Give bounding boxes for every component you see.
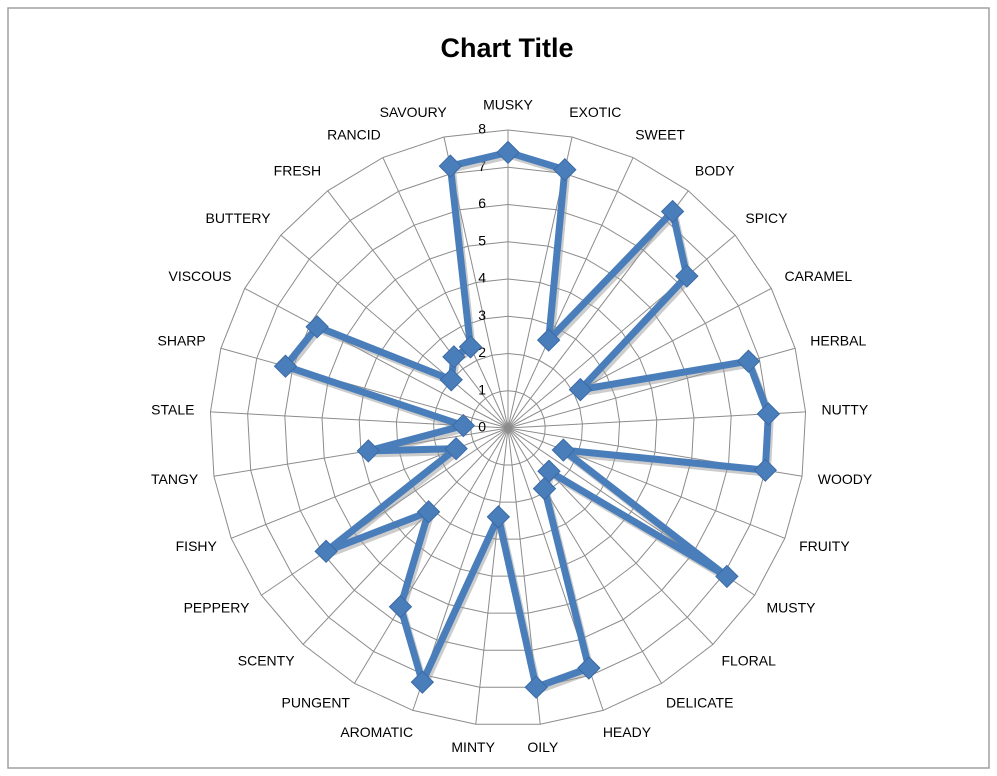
grid-ring [209,129,807,725]
spoke [507,157,634,429]
category-label: PEPPERY [184,599,251,615]
marker [444,436,468,461]
marker [416,500,441,524]
marker [736,349,761,373]
r-tick-label: 6 [478,195,486,211]
spoke [220,347,509,429]
r-tick-label: 8 [478,121,486,137]
marker [388,595,413,619]
category-label: PUNGENT [282,695,351,711]
marker [438,154,463,178]
category-label: SPICY [745,210,788,226]
grid-ring [284,203,732,651]
marker [553,158,577,182]
series-line [281,148,772,691]
category-label: VISCOUS [168,268,231,284]
spoke [507,427,786,539]
r-tick-label: 1 [478,381,486,397]
marker [273,354,298,378]
category-label: FRESH [274,162,321,178]
category-label: BUTTERY [205,210,271,226]
category-label: RANCID [327,126,381,142]
category-label: SHARP [158,333,206,349]
marker [577,656,601,680]
marker [660,199,685,224]
spoke [507,411,806,429]
spoke [280,234,509,429]
category-label: OILY [527,739,559,755]
marker [314,539,338,564]
chart-title: Chart Title [440,33,573,63]
marker [753,458,778,482]
category-label: FISHY [176,538,218,554]
category-label: EXOTIC [569,104,621,120]
category-label: NUTTY [822,401,869,417]
r-tick-label: 3 [478,307,486,323]
category-label: HERBAL [810,333,866,349]
marker [551,438,576,462]
spoke [382,157,509,429]
category-label: SWEET [635,126,685,142]
spoke [507,234,736,429]
marker [524,675,548,699]
category-label: BODY [695,162,735,178]
category-label: HEADY [603,724,652,740]
spoke [302,427,509,645]
category-label: MINTY [451,739,495,755]
spoke [327,190,509,429]
marker [496,140,520,165]
marker [451,413,476,438]
chart-frame [7,7,990,769]
marker [439,368,463,392]
category-label: AROMATIC [340,724,413,740]
category-label: DELICATE [666,695,733,711]
marker [568,377,593,402]
grid-ring [247,166,769,688]
spoke [507,427,663,684]
category-label: TANGY [151,471,199,487]
category-label: STALE [151,401,194,417]
marker [675,264,699,288]
marker [486,505,511,529]
spoke [507,427,714,645]
category-label: FRUITY [799,538,850,554]
category-label: SAVOURY [380,104,448,120]
category-label: CARAMEL [784,268,852,284]
r-tick-label: 0 [478,419,486,435]
marker [756,402,781,426]
spoke [507,287,772,429]
spoke [475,427,509,725]
category-label: MUSKY [483,97,533,113]
category-label: SCENTY [238,652,295,668]
marker [305,315,329,339]
r-tick-label: 5 [478,232,486,248]
spoke [353,427,509,684]
marker [532,476,557,501]
marker [536,328,561,352]
marker [410,670,435,694]
category-label: WOODY [818,471,873,487]
marker [458,335,483,359]
grid-ring [470,390,546,466]
r-tick-label: 4 [478,270,486,286]
spoke [244,287,509,429]
category-label: MUSTY [767,599,817,615]
marker [715,564,739,589]
r-tick-label: 7 [478,158,486,174]
marker [356,439,381,463]
r-tick-label: 2 [478,344,486,360]
marker [442,345,466,369]
category-label: FLORAL [721,652,776,668]
